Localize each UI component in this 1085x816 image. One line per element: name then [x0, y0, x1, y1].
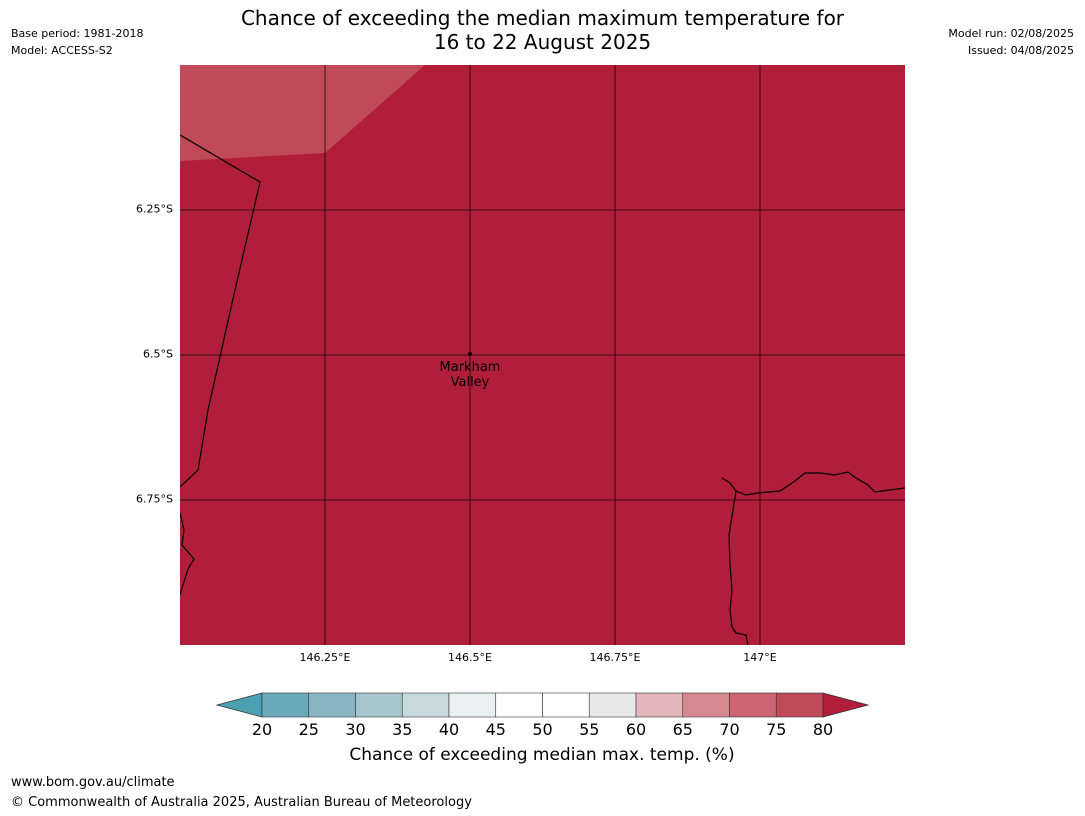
coastline-southwest: [180, 512, 195, 596]
lon-label-147: 147°E: [743, 651, 777, 664]
model-text: Model: ACCESS-S2: [11, 44, 113, 57]
lon-label-146-5: 146.5°E: [448, 651, 492, 664]
colorbar: [215, 692, 870, 718]
base-period-text: Base period: 1981-2018: [11, 27, 144, 40]
colorbar-tick-label: 55: [579, 720, 600, 739]
colorbar-tick-label: 45: [485, 720, 506, 739]
lat-label-6-25: 6.25°S: [136, 202, 173, 216]
lat-label-6-75: 6.75°S: [136, 492, 173, 506]
lon-label-146-25: 146.25°E: [299, 651, 351, 664]
colorbar-tick-label: 35: [392, 720, 413, 739]
colorbar-over-arrow: [822, 692, 870, 718]
colorbar-tick-label: 70: [719, 720, 740, 739]
colorbar-segment: [542, 692, 590, 718]
model-run-text: Model run: 02/08/2025: [948, 27, 1074, 40]
river-line-southeast: [728, 490, 749, 645]
copyright-text: © Commonwealth of Australia 2025, Austra…: [11, 795, 472, 810]
title-line-2: 16 to 22 August 2025: [433, 30, 652, 54]
colorbar-segment: [261, 692, 310, 718]
colorbar-tick-label: 30: [345, 720, 366, 739]
title-line-1: Chance of exceeding the median maximum t…: [240, 6, 845, 30]
issued-text: Issued: 04/08/2025: [967, 44, 1074, 57]
colorbar-tick-label: 65: [672, 720, 693, 739]
colorbar-segment: [308, 692, 356, 718]
metadata-right: Model run: 02/08/2025 Issued: 04/08/2025: [948, 25, 1074, 59]
colorbar-label: Chance of exceeding median max. temp. (%…: [349, 745, 735, 765]
coastline-southeast: [721, 471, 905, 496]
colorbar-segment: [355, 692, 403, 718]
colorbar-segment: [635, 692, 684, 718]
colorbar-segment: [775, 692, 824, 718]
lat-label-6-5: 6.5°S: [143, 347, 173, 361]
place-marker[interactable]: [468, 352, 472, 356]
colorbar-segment: [495, 692, 543, 718]
colorbar-under-arrow: [215, 692, 263, 718]
colorbar-tick-label: 25: [298, 720, 319, 739]
graticule: [180, 65, 905, 645]
lower-probability-region: [180, 65, 425, 161]
lon-label-146-75: 146.75°E: [589, 651, 641, 664]
border-line-west: [180, 134, 261, 488]
colorbar-segment: [401, 692, 450, 718]
metadata-left: Base period: 1981-2018 Model: ACCESS-S2: [11, 25, 143, 59]
colorbar-segment: [682, 692, 730, 718]
colorbar-tick-label: 20: [251, 720, 273, 739]
source-url: www.bom.gov.au/climate: [11, 775, 175, 790]
place-label-line-2: Valley: [450, 375, 490, 390]
colorbar-tick-label: 50: [532, 720, 553, 739]
colorbar-segment: [729, 692, 777, 718]
colorbar-tick-label: 40: [438, 720, 460, 739]
map-area[interactable]: [180, 65, 905, 645]
colorbar-tick-label: 80: [812, 720, 834, 739]
map-title: Chance of exceeding the median maximum t…: [200, 6, 885, 54]
boundary-lines: [180, 134, 905, 645]
colorbar-tick-label: 75: [766, 720, 787, 739]
map-canvas: [180, 65, 905, 645]
colorbar-segment: [588, 692, 637, 718]
place-label: Markham Valley: [440, 360, 501, 390]
place-label-line-1: Markham: [439, 360, 501, 375]
colorbar-tick-label: 60: [625, 720, 647, 739]
colorbar-segment: [448, 692, 497, 718]
